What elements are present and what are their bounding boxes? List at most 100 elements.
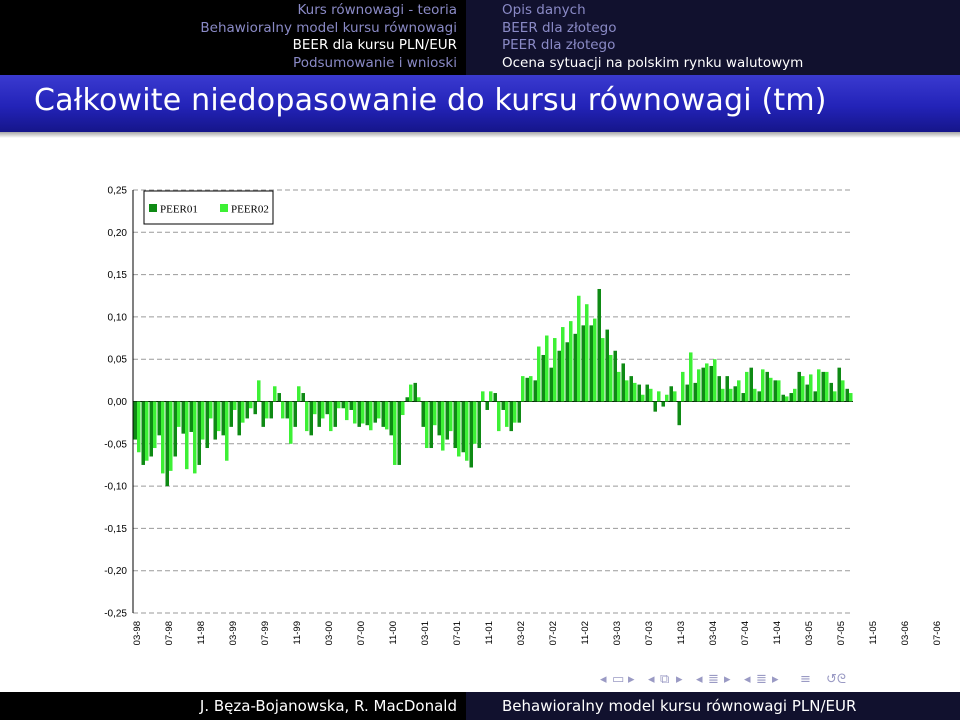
bar-peer02 — [625, 380, 629, 402]
nav-subsection-right-icon[interactable]: ▸ — [676, 672, 683, 687]
bar-peer01 — [317, 401, 321, 427]
bar-peer01 — [533, 380, 537, 402]
bar-peer01 — [805, 384, 809, 402]
bar-peer02 — [281, 401, 285, 419]
nav-section-right-icon[interactable]: ▸ — [724, 672, 731, 687]
bar-peer01 — [445, 401, 449, 440]
bar-peer02 — [481, 391, 485, 402]
bar-peer01 — [677, 401, 681, 426]
section-link-2[interactable]: BEER dla kursu PLN/EUR — [292, 37, 457, 53]
x-tick-label: 03-02 — [516, 621, 527, 645]
bar-peer01 — [357, 401, 361, 427]
x-tick-label: 11-02 — [580, 621, 591, 645]
bar-peer02 — [369, 401, 373, 431]
bar-peer02 — [801, 376, 805, 402]
legend-label-peer01: PEER01 — [160, 204, 198, 216]
x-tick-label: 07-04 — [740, 621, 751, 645]
bar-peer02 — [201, 401, 205, 440]
bar-peer02 — [473, 401, 477, 444]
bar-peer01 — [653, 401, 657, 412]
bar-peer01 — [293, 401, 297, 427]
subsection-link-3[interactable]: Ocena sytuacji na polskim rynku walutowy… — [502, 54, 804, 71]
bar-peer01 — [725, 376, 729, 402]
bar-peer01 — [309, 401, 313, 436]
bar-peer01 — [453, 401, 457, 449]
header-navigation: Kurs równowagi - teoria Behawioralny mode… — [0, 0, 960, 75]
y-tick-label: -0,10 — [104, 482, 127, 493]
bar-peer01 — [717, 376, 721, 402]
nav-align-icon[interactable]: ≡ — [800, 672, 811, 687]
subsection-link-1[interactable]: BEER dla złotego — [502, 19, 617, 36]
nav-search-icon[interactable]: ↺ᘓ — [826, 672, 847, 687]
bar-peer01 — [501, 401, 505, 410]
nav-subsection-left-icon[interactable]: ◂ — [648, 672, 655, 687]
bar-peer02 — [593, 318, 597, 402]
y-tick-label: -0,20 — [104, 566, 127, 577]
slide-title: Całkowite niedopasowanie do kursu równow… — [34, 83, 827, 118]
nav-subsection2-left-icon[interactable]: ◂ — [744, 672, 751, 687]
nav-frame-icon[interactable]: ▭ — [612, 672, 625, 687]
bar-peer02 — [361, 401, 365, 424]
subsection-nav: Opis danych BEER dla złotego PEER dla złot… — [466, 0, 960, 75]
bar-peer02 — [809, 374, 813, 402]
x-tick-label: 07-99 — [260, 621, 271, 645]
x-tick-label: 07-98 — [164, 621, 175, 645]
section-link-0[interactable]: Kurs równowagi - teoria — [297, 2, 457, 18]
slide-title-bar: Całkowite niedopasowanie do kursu równow… — [0, 75, 960, 138]
bar-peer02 — [425, 401, 429, 449]
nav-section-left-icon[interactable]: ◂ — [696, 672, 703, 687]
footer-title-box: Behawioralny model kursu równowagi PLN/E… — [466, 692, 960, 720]
x-tick-label: 11-00 — [388, 621, 399, 645]
x-tick-label: 07-05 — [836, 621, 847, 645]
section-link-1[interactable]: Behawioralny model kursu równowagi — [200, 19, 457, 36]
nav-subsection2-right-icon[interactable]: ▸ — [772, 672, 779, 687]
bar-peer01 — [245, 401, 249, 419]
legend-swatch-peer01 — [149, 204, 157, 212]
bar-peer02 — [833, 391, 837, 402]
nav-right-arrow-icon[interactable]: ▸ — [628, 672, 635, 687]
bar-peer01 — [541, 354, 545, 402]
bar-peer01 — [741, 393, 745, 402]
bar-peer02 — [257, 380, 261, 402]
bar-peer01 — [797, 371, 801, 402]
bar-peer02 — [417, 397, 421, 402]
subsection-link-0[interactable]: Opis danych — [502, 2, 586, 18]
y-tick-label: 0,25 — [108, 186, 128, 197]
bar-peer02 — [241, 401, 245, 423]
x-tick-label: 03-00 — [324, 621, 335, 645]
bar-peer02 — [617, 371, 621, 402]
bar-peer01 — [181, 401, 185, 434]
bar-peer02 — [769, 377, 773, 402]
nav-subsection2-icon[interactable]: ≣ — [756, 672, 767, 687]
x-tick-label: 03-04 — [708, 621, 719, 645]
nav-left-arrow-icon[interactable]: ◂ — [600, 672, 607, 687]
bar-peer02 — [529, 376, 533, 402]
section-link-3[interactable]: Podsumowanie i wnioski — [293, 54, 457, 71]
bar-peer01 — [749, 367, 753, 402]
bar-peer01 — [461, 401, 465, 453]
bar-peer01 — [549, 367, 553, 402]
x-tick-label: 07-06 — [932, 621, 943, 645]
section-nav: Kurs równowagi - teoria Behawioralny mode… — [0, 0, 466, 75]
bar-peer01 — [661, 401, 665, 407]
nav-subsection-icon[interactable]: ⧉ — [660, 672, 670, 687]
bar-peer01 — [813, 391, 817, 402]
x-tick-label: 03-03 — [612, 621, 623, 645]
bar-peer02 — [817, 369, 821, 402]
bar-peer02 — [569, 321, 573, 402]
bar-peer02 — [497, 401, 501, 432]
footer-authors-box: J. Bęza-Bojanowska, R. MacDonald — [0, 692, 466, 720]
subsection-link-2[interactable]: PEER dla złotego — [502, 37, 616, 53]
bar-peer01 — [277, 393, 281, 402]
bar-peer02 — [785, 396, 789, 402]
y-tick-label: 0,10 — [108, 312, 128, 323]
beamer-navigation-symbols: ◂ ▭ ▸ ◂ ⧉ ▸ ◂ ≣ ▸ ◂ ≣ ▸ ≡ ↺ᘓ — [600, 672, 960, 692]
bar-peer02 — [193, 401, 197, 474]
nav-section-icon[interactable]: ≣ — [708, 672, 719, 687]
bar-peer02 — [673, 391, 677, 402]
x-tick-label: 07-00 — [356, 621, 367, 645]
bar-peer01 — [205, 401, 209, 449]
bar-peer02 — [777, 380, 781, 402]
y-tick-label: -0,25 — [104, 609, 127, 620]
bar-peer02 — [537, 346, 541, 402]
